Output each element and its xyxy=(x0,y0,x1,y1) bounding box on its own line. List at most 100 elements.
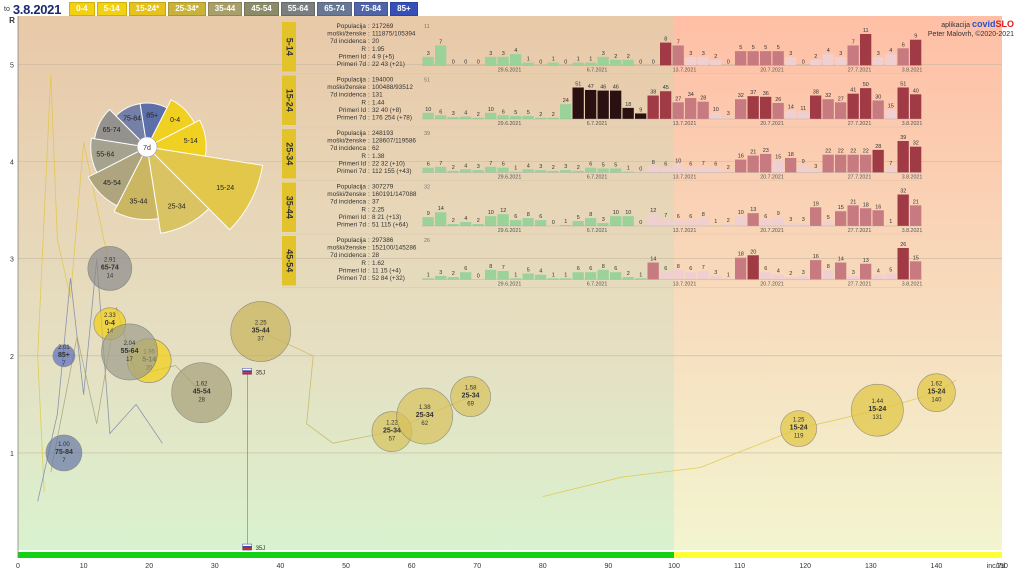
bar-value-label: 32 xyxy=(825,93,831,99)
age-button-65-74[interactable]: 65-74 xyxy=(317,2,352,16)
bar-value-label: 9 xyxy=(802,159,805,165)
bar xyxy=(735,159,747,173)
age-button-25-34[interactable]: 25-34* xyxy=(168,2,206,16)
panel-stat-colon: : xyxy=(368,130,370,137)
bar-value-label: 6 xyxy=(589,266,592,272)
marker-label: 35J xyxy=(256,370,266,376)
panel-stat-key: Populacija xyxy=(337,237,367,244)
bubble-r-value: 1.22 xyxy=(386,421,398,427)
age-group-buttons: 0-4 5-14 15-24* 25-34* 35-44 45-54 55-64 65-74 7… xyxy=(69,2,418,16)
bar-value-label: 3 xyxy=(602,217,605,223)
bar-value-label: 10 xyxy=(488,107,494,113)
bar xyxy=(710,112,722,119)
bar xyxy=(510,115,522,119)
panel-stat-colon: : xyxy=(368,153,370,160)
bar xyxy=(822,221,834,226)
panel-stat-key: Primeri 7d xyxy=(337,61,367,68)
bar-value-label: 0 xyxy=(727,60,730,66)
pie-slice-45-54 xyxy=(87,145,149,207)
age-button-15-24[interactable]: 15-24* xyxy=(128,2,167,16)
bar xyxy=(572,221,584,226)
panel-stat-colon: : xyxy=(368,31,370,38)
bar xyxy=(735,99,747,119)
bar-value-label: 2 xyxy=(552,165,555,171)
bar xyxy=(585,62,597,66)
bar-value-label: 6 xyxy=(764,214,767,220)
panel-age-badge xyxy=(282,75,296,125)
bar-value-label: 2 xyxy=(789,271,792,277)
panel-stat-colon: : xyxy=(368,267,370,274)
bar xyxy=(522,115,534,119)
bubble-25-34 xyxy=(396,387,454,445)
bubble-incidence: 131 xyxy=(872,415,883,421)
bar xyxy=(572,170,584,173)
x-tick-label: 80 xyxy=(539,563,547,570)
panel-stat-key: 7d incidenca xyxy=(330,145,366,152)
brand-covid: covid xyxy=(971,19,996,29)
panel-stat-key: R xyxy=(361,153,366,160)
age-button-45-54[interactable]: 45-54 xyxy=(244,2,279,16)
age-button-55-64[interactable]: 55-64 xyxy=(280,2,316,16)
bar-value-label: 6 xyxy=(464,266,467,272)
bubble-85+ xyxy=(52,344,76,368)
bar-value-label: 3 xyxy=(602,51,605,57)
panel-stat-colon: : xyxy=(368,115,370,122)
age-button-0-4[interactable]: 0-4 xyxy=(69,2,95,16)
bar-value-label: 2 xyxy=(539,112,542,118)
bar xyxy=(885,273,897,280)
bar-value-label: 15 xyxy=(838,205,844,211)
bubble-r-value: 1.62 xyxy=(931,382,943,388)
bar xyxy=(460,222,472,226)
bar xyxy=(860,88,872,119)
bar-value-label: 2 xyxy=(477,112,480,118)
date-display[interactable]: 3.8.2021 xyxy=(12,1,62,17)
panel-stat-colon: : xyxy=(368,145,370,152)
bar xyxy=(835,154,847,173)
panel-date-label: 3.8.2021 xyxy=(902,121,923,127)
bar-value-label: 2 xyxy=(452,218,455,224)
panel-date-label: 29.6.2021 xyxy=(498,68,522,74)
bar xyxy=(510,220,522,226)
panel-stat-value: 1.38 xyxy=(372,153,385,160)
age-button-35-44[interactable]: 35-44 xyxy=(207,2,243,16)
bar xyxy=(422,278,434,280)
panel-stat-value: 176 254 (+78) xyxy=(372,115,412,122)
bar-value-label: 14 xyxy=(788,104,794,110)
panel-date-label: 6.7.2021 xyxy=(587,68,608,74)
pie-slice-label: 65-74 xyxy=(103,127,121,134)
panel-age-badge xyxy=(282,182,296,232)
bar-value-label: 6 xyxy=(589,162,592,168)
bar xyxy=(835,262,847,280)
panel-stat-key: R xyxy=(361,260,366,267)
bar xyxy=(572,62,584,66)
bar-value-label: 3 xyxy=(789,51,792,57)
panel-stat-colon: : xyxy=(368,23,370,30)
bar-value-label: 32 xyxy=(900,189,906,195)
bar xyxy=(735,257,747,280)
bar xyxy=(660,272,672,280)
panel-stat-value: 217269 xyxy=(372,23,394,30)
age-button-75-84[interactable]: 75-84 xyxy=(353,2,389,16)
panel-date-label: 20.7.2021 xyxy=(760,68,784,74)
panel-date-label: 27.7.2021 xyxy=(848,121,872,127)
bar xyxy=(610,272,622,280)
bar xyxy=(522,62,534,66)
bar xyxy=(872,274,884,280)
bar-value-label: 2 xyxy=(727,218,730,224)
panel-date-label: 29.6.2021 xyxy=(498,175,522,181)
bubble-incidence: 119 xyxy=(794,434,804,440)
bar xyxy=(485,216,497,226)
bar xyxy=(622,59,634,66)
x-axis-label: inc/7d xyxy=(987,563,1006,570)
bar-value-label: 6 xyxy=(689,266,692,272)
bar-value-label: 3 xyxy=(427,51,430,57)
age-button-85plus[interactable]: 85+ xyxy=(390,2,418,16)
bar-value-label: 1 xyxy=(514,272,517,278)
brand-slo: SLO xyxy=(995,19,1014,29)
bar-value-label: 1 xyxy=(552,272,555,278)
credit-author: Peter Malovrh, ©2020-2021 xyxy=(927,31,1014,38)
bar xyxy=(697,218,709,226)
age-button-5-14[interactable]: 5-14 xyxy=(96,2,127,16)
bar xyxy=(547,278,559,280)
bubble-age-label: 25-34 xyxy=(383,428,401,435)
